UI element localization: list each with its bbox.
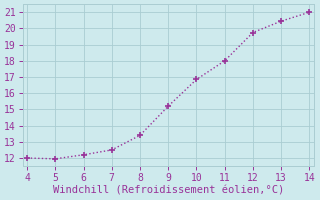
X-axis label: Windchill (Refroidissement éolien,°C): Windchill (Refroidissement éolien,°C) <box>52 186 284 196</box>
